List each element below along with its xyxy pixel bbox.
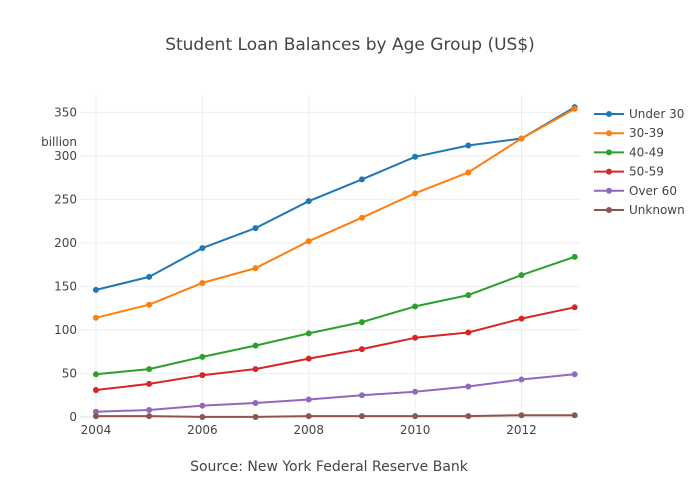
data-point <box>252 225 259 232</box>
data-point <box>465 413 472 420</box>
data-point <box>305 238 312 245</box>
x-tick-label: 2010 <box>400 423 431 437</box>
data-point <box>252 366 259 373</box>
data-point <box>358 392 365 399</box>
data-point <box>571 105 578 112</box>
data-point <box>92 371 99 378</box>
legend-marker <box>606 111 612 117</box>
data-point <box>412 334 419 341</box>
gridlines <box>80 95 580 430</box>
x-tick-label: 2008 <box>293 423 324 437</box>
series-line <box>95 106 576 291</box>
y-tick-label: 200 <box>54 236 77 250</box>
x-tick-label: 2012 <box>506 423 537 437</box>
legend-marker <box>606 130 612 137</box>
y-tick-label: 0 <box>69 410 77 424</box>
data-point <box>252 400 259 407</box>
data-point <box>412 413 419 420</box>
data-point <box>571 253 578 260</box>
data-point <box>412 388 419 395</box>
legend-entry-label: 50-59 <box>629 165 664 179</box>
y-tick-label: 150 <box>54 279 77 293</box>
data-point <box>252 265 259 272</box>
data-point <box>412 190 419 197</box>
y-tick-label: 100 <box>54 323 77 337</box>
data-point <box>92 314 99 321</box>
data-point <box>465 383 472 390</box>
data-point <box>412 303 419 310</box>
data-point <box>199 245 206 252</box>
data-point <box>518 135 525 142</box>
x-tick-label: 2004 <box>81 423 112 437</box>
data-point <box>518 412 525 419</box>
data-point <box>146 273 153 280</box>
chart-title: Student Loan Balances by Age Group (US$) <box>165 35 535 55</box>
data-point <box>146 413 153 420</box>
data-point <box>252 413 259 420</box>
series-line <box>96 414 575 418</box>
series-line <box>95 255 576 376</box>
data-point <box>412 153 419 160</box>
y-tick-label: 350 <box>54 105 77 119</box>
data-point <box>252 342 259 349</box>
data-point <box>146 406 153 413</box>
data-point <box>465 142 472 149</box>
y-tick-label: 50 <box>62 366 77 380</box>
y-tick-label: 300 <box>54 149 77 163</box>
data-point <box>518 315 525 322</box>
legend-marker <box>606 187 612 194</box>
legend-entry-label: Over 60 <box>629 184 677 198</box>
legend-entry-label: 30-39 <box>629 126 664 140</box>
series-line <box>95 306 575 391</box>
series-line <box>95 108 576 319</box>
series-lines <box>92 104 578 420</box>
data-point <box>199 413 206 420</box>
data-point <box>92 408 99 415</box>
data-point <box>92 286 99 293</box>
x-axis-ticks: 2004 2006 2008 2010 2012 <box>81 423 537 437</box>
data-point <box>92 413 99 420</box>
data-point <box>518 376 525 383</box>
legend-entry-label: Under 30 <box>629 107 684 121</box>
data-point <box>465 169 472 176</box>
data-point <box>146 301 153 308</box>
y-axis-ticks: 0 50 100 150 200 250 300 350 <box>54 105 77 424</box>
data-point <box>571 371 578 378</box>
data-point <box>358 214 365 221</box>
data-point <box>199 279 206 286</box>
y-tick-label: 250 <box>54 192 77 206</box>
data-point <box>305 198 312 205</box>
legend: Under 30 30-39 40-49 50-59 Over 60 Unknown <box>594 107 685 217</box>
data-point <box>358 346 365 353</box>
x-tick-label: 2006 <box>187 423 218 437</box>
data-point <box>199 402 206 409</box>
data-point <box>146 380 153 387</box>
y-axis-unit-label: billion <box>41 135 77 149</box>
data-point <box>518 272 525 279</box>
data-point <box>305 396 312 403</box>
data-point <box>358 176 365 183</box>
data-point <box>465 292 472 299</box>
legend-entry-label: Unknown <box>629 203 685 217</box>
data-point <box>358 319 365 326</box>
legend-entry-label: 40-49 <box>629 145 664 159</box>
data-point <box>305 355 312 362</box>
data-point <box>92 386 99 393</box>
legend-marker <box>606 149 612 156</box>
legend-marker <box>606 207 612 213</box>
data-point <box>305 413 312 420</box>
data-point <box>199 353 206 360</box>
legend-marker <box>606 168 612 175</box>
data-point <box>571 412 578 419</box>
x-axis-label: Source: New York Federal Reserve Bank <box>190 459 469 475</box>
data-point <box>199 372 206 379</box>
data-point <box>305 330 312 337</box>
data-point <box>146 366 153 373</box>
data-point <box>358 413 365 420</box>
data-point <box>465 329 472 336</box>
data-point <box>571 304 578 311</box>
series-line <box>95 373 575 413</box>
